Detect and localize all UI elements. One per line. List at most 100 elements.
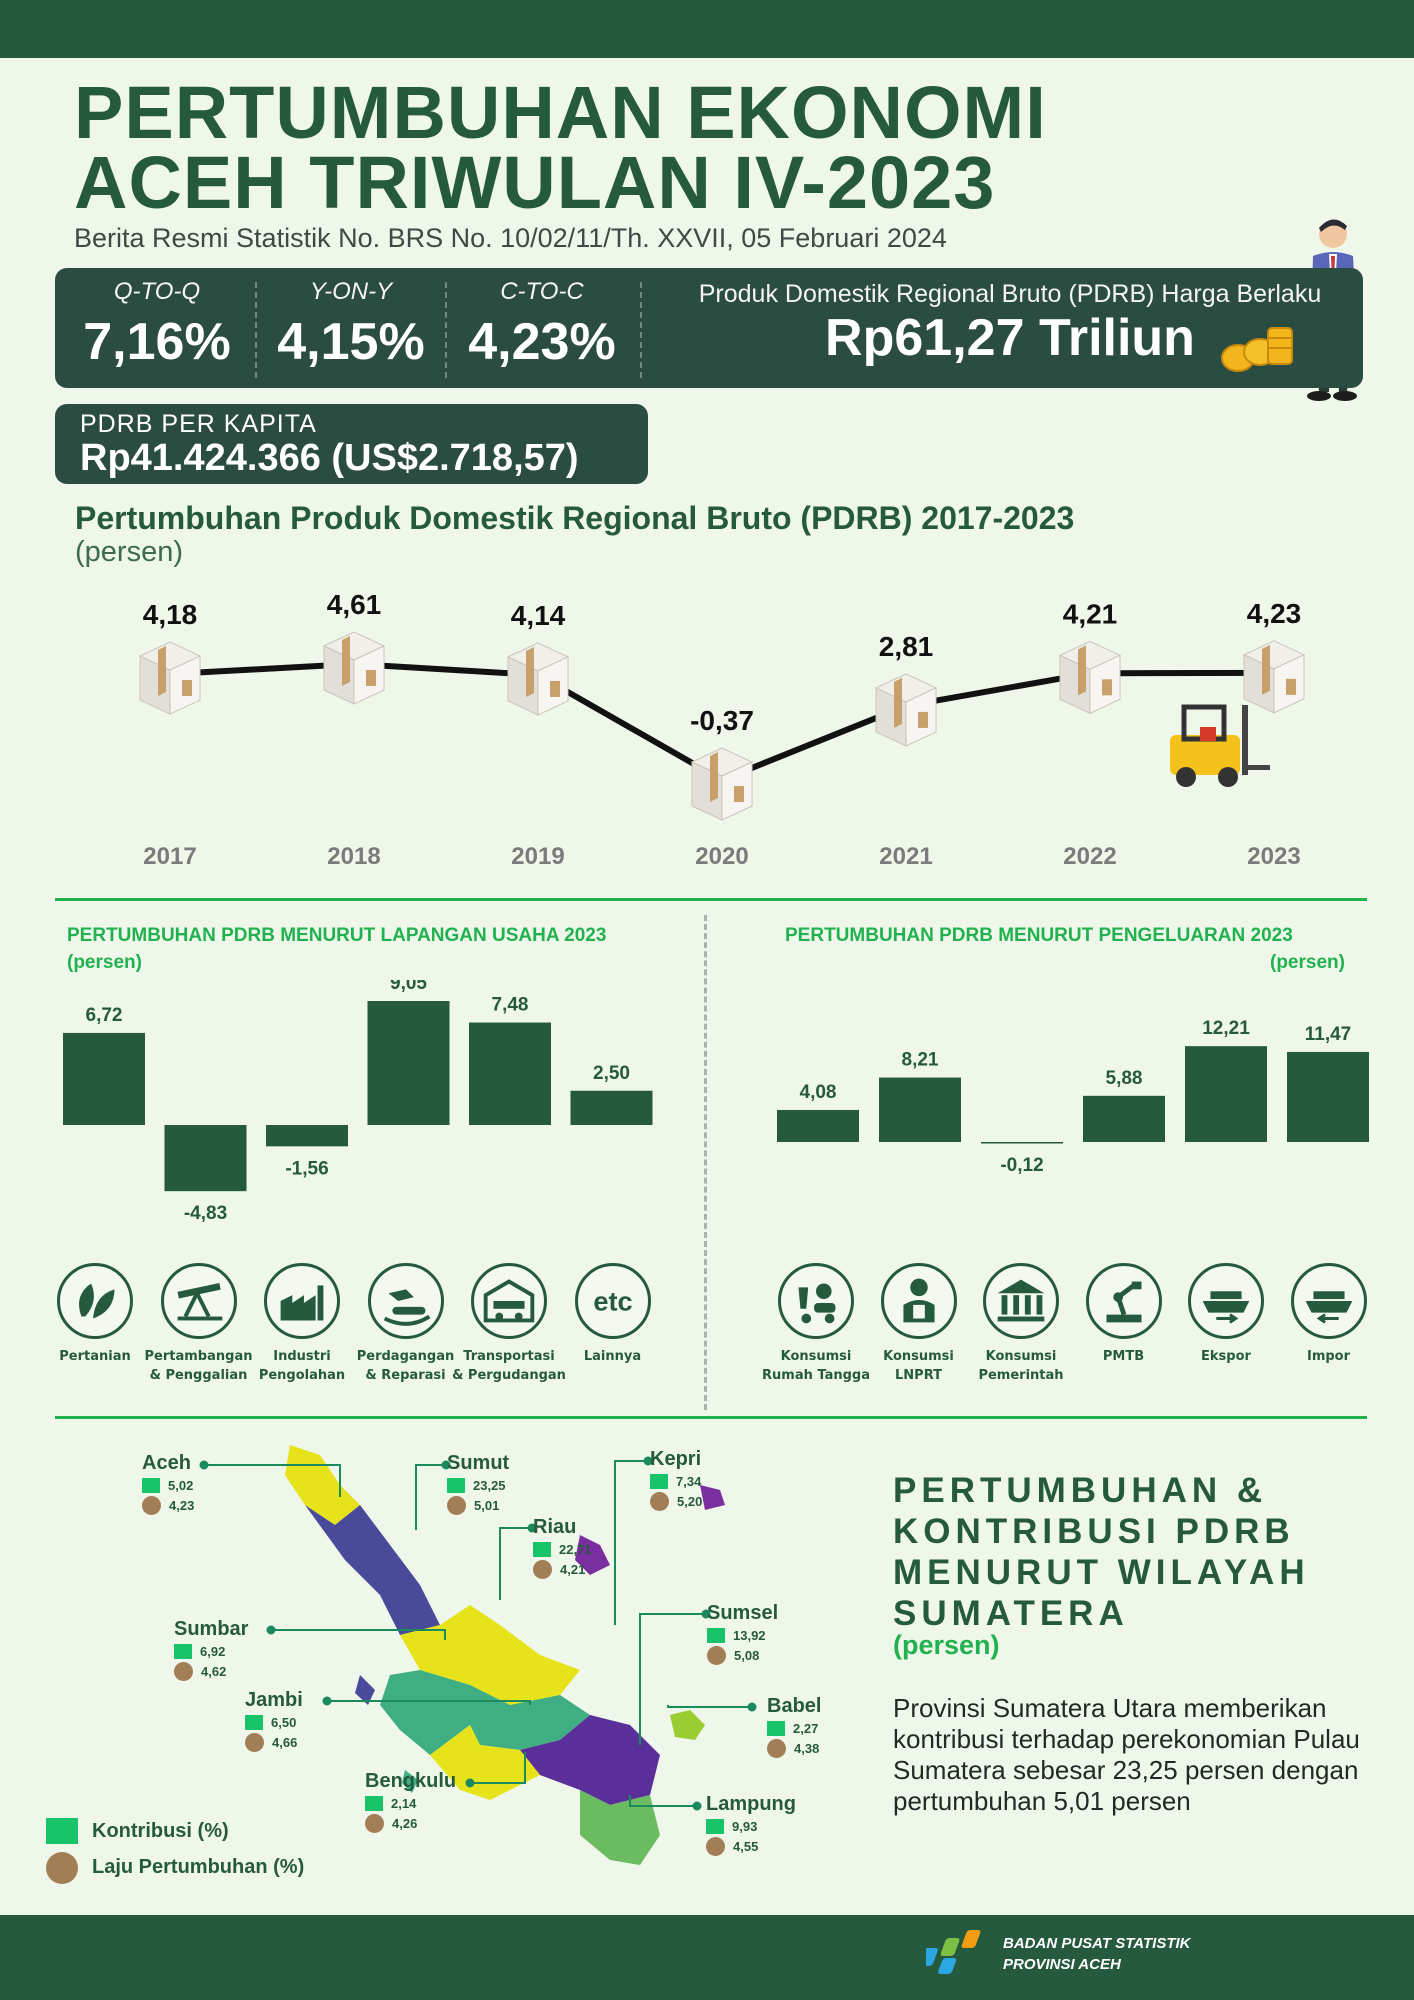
category-label: Konsumsi Pemerintah [961, 1347, 1081, 1385]
category-label-line: Konsumsi [883, 1349, 954, 1364]
box-icon [874, 673, 938, 747]
x-tick-label: 2020 [695, 843, 748, 870]
region-name: Sumut [447, 1452, 510, 1474]
pdrb-label: Produk Domestik Regional Bruto (PDRB) Ha… [698, 280, 1322, 308]
section-divider [55, 1416, 1367, 1419]
region-label-bengkulu: Bengkulu 2,14 4,26 [365, 1770, 456, 1833]
growth-swatch [174, 1662, 193, 1681]
growth-swatch [707, 1646, 726, 1665]
bar [777, 1109, 859, 1142]
per-capita-panel: PDRB PER KAPITA Rp41.424.366 (US$2.718,5… [55, 404, 648, 484]
top-bar [0, 0, 1414, 58]
region-name: Bengkulu [365, 1770, 457, 1792]
bar-data-label: 9,05 [390, 980, 427, 994]
map-island-mentawai [402, 1770, 418, 1793]
category-label-line: Rumah Tangga [762, 1368, 870, 1383]
contribution-swatch [650, 1474, 668, 1489]
line-chart-title: Pertumbuhan Produk Domestik Regional Bru… [75, 500, 1075, 536]
growth-value: 5,01 [474, 1498, 500, 1513]
category-label-line: Perdagangan [356, 1349, 455, 1364]
section-divider [55, 898, 1367, 901]
contribution-value: 23,25 [473, 1478, 506, 1493]
region-name: Kepri [650, 1448, 702, 1470]
map-region-sumut [305, 1505, 440, 1635]
robot-arm-icon [1085, 1263, 1162, 1339]
category-label-line: & Penggalian [149, 1368, 248, 1383]
leader-line [327, 1700, 531, 1705]
box-icon [1058, 640, 1122, 715]
contribution-value: 2,27 [793, 1721, 819, 1736]
box-icon [690, 747, 754, 821]
forklift-icon [1170, 704, 1270, 787]
panel-divider [704, 915, 707, 1410]
government-building-icon [983, 1263, 1059, 1339]
region-name: Babel [767, 1695, 822, 1717]
region-growth: 5,08 [707, 1646, 778, 1665]
contribution-swatch [767, 1721, 785, 1736]
growth-value: 4,66 [272, 1735, 298, 1750]
x-tick-label: 2023 [1247, 843, 1300, 870]
box-icon [1242, 640, 1306, 714]
bar-data-label: 4,08 [800, 1082, 837, 1103]
region-name: Sumbar [174, 1618, 249, 1640]
growth-value: 4,23 [169, 1498, 195, 1513]
svg-text:etc: etc [593, 1286, 632, 1317]
leader-dot [199, 1460, 209, 1470]
oil-pump-icon [160, 1263, 237, 1339]
stat-c-to-c: C-TO-C 4,23% [468, 278, 616, 371]
legend-growth-swatch [46, 1852, 78, 1884]
category-label-line: Ekspor [1201, 1349, 1251, 1364]
footer-org: BADAN PUSAT STATISTIK PROVINSI ACEH [1003, 1935, 1191, 1973]
map-region-bengkulu [430, 1725, 540, 1800]
etc-icon: etc [574, 1263, 651, 1339]
stat-y-on-y: Y-ON-Y 4,15% [277, 278, 425, 371]
map-region-sumbar [380, 1670, 470, 1755]
sumatera-map [199, 1445, 757, 1865]
region-contribution: 23,25 [447, 1478, 509, 1493]
region-growth: 4,55 [706, 1837, 796, 1856]
category-label: Pertambangan & Penggalian [139, 1347, 259, 1385]
region-name: Lampung [706, 1793, 796, 1815]
bar-data-label: 5,88 [1106, 1068, 1143, 1089]
category-label-line: Transportasi [463, 1349, 555, 1364]
box-icon [138, 641, 202, 715]
contribution-value: 6,50 [271, 1715, 297, 1730]
map-region-lampung [580, 1790, 660, 1865]
bar-data-label: 11,47 [1305, 1024, 1352, 1045]
bar-data-label: -4,83 [184, 1203, 227, 1224]
category-label: Lainnya [553, 1347, 673, 1366]
contribution-value: 9,93 [732, 1819, 758, 1834]
category-label-line: Konsumsi [780, 1349, 852, 1364]
box-icon [322, 631, 386, 705]
bar [367, 1001, 450, 1125]
box-icon [506, 642, 570, 716]
growth-swatch [533, 1560, 552, 1579]
x-tick-label: 2022 [1063, 843, 1116, 870]
growth-swatch [447, 1496, 466, 1515]
bar [164, 1125, 247, 1192]
line-data-label: 4,21 [1063, 598, 1118, 629]
line-data-label: 4,14 [511, 600, 566, 631]
contribution-value: 7,34 [676, 1474, 702, 1489]
ship-import-icon [1290, 1263, 1367, 1339]
leader-dot [692, 1801, 702, 1811]
leader-line [667, 1705, 752, 1708]
category-label-line: Lainnya [583, 1349, 642, 1364]
region-name: Sumsel [707, 1602, 779, 1624]
footer-bar [0, 1915, 1414, 2000]
map-title: PERTUMBUHAN & KONTRIBUSI PDRB MENURUT WI… [893, 1471, 1310, 1633]
map-region-babel [670, 1710, 705, 1740]
leader-line [614, 1460, 648, 1625]
factory-icon [264, 1263, 340, 1339]
expenditure-chart-title: PERTUMBUHAN PDRB MENURUT PENGELUARAN 202… [785, 925, 1293, 946]
region-growth: 4,62 [174, 1662, 248, 1681]
map-island-nias [355, 1675, 375, 1705]
bar [1185, 1046, 1267, 1142]
region-contribution: 2,27 [767, 1721, 821, 1736]
category-label-line: LNPRT [895, 1368, 942, 1383]
region-contribution: 7,34 [650, 1474, 702, 1489]
region-name: Aceh [142, 1452, 191, 1474]
region-contribution: 22,71 [533, 1542, 592, 1557]
contribution-value: 22,71 [559, 1542, 592, 1557]
region-label-kepri: Kepri 7,34 5,20 [650, 1448, 702, 1511]
